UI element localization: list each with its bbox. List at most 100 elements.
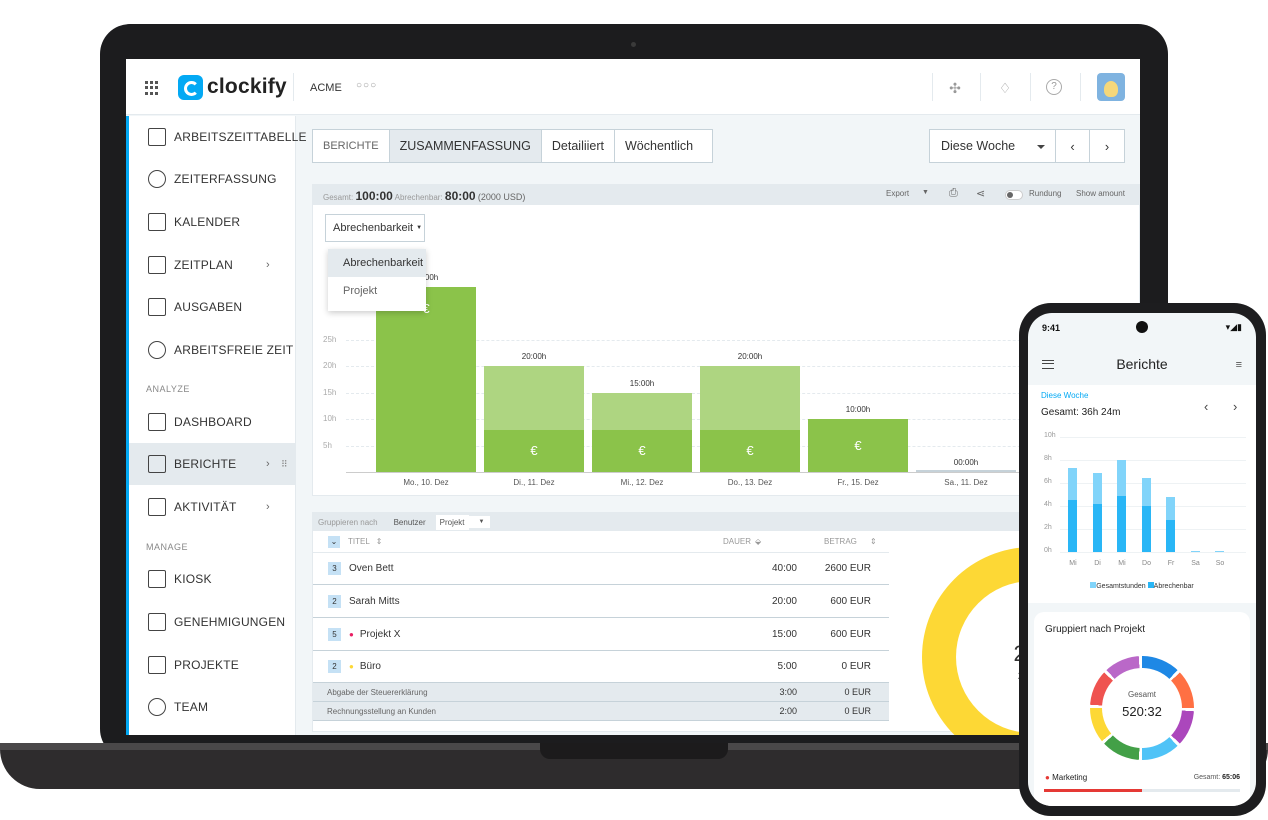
column-amount[interactable]: BETRAG	[824, 537, 857, 546]
avatar[interactable]	[1097, 73, 1125, 101]
calendar-icon	[148, 213, 166, 231]
tab-weekly[interactable]: Wöchentlich	[625, 139, 694, 153]
y-tick-label: 8h	[1044, 455, 1052, 462]
team-icon	[148, 698, 166, 716]
table-row[interactable]: 2 ● Büro 5:00 0 EUR	[313, 651, 889, 683]
print-icon[interactable]: ⎙	[949, 187, 958, 199]
prev-period-button[interactable]: ‹	[1204, 399, 1209, 414]
prev-week-button[interactable]: ‹	[1056, 130, 1090, 162]
legend-dot: ●	[1045, 773, 1050, 782]
bar-billable[interactable]	[1166, 519, 1175, 552]
table-row[interactable]: 5 ● Projekt X 15:00 600 EUR	[313, 618, 889, 651]
group-by-project[interactable]: Projekt	[435, 514, 469, 530]
filter-icon[interactable]: ≡	[1235, 359, 1242, 371]
bar-billable[interactable]	[376, 286, 476, 472]
chevron-down-icon[interactable]: ▼	[468, 516, 491, 528]
column-duration[interactable]: DAUER	[723, 537, 752, 546]
table-row[interactable]: 3 Oven Bett 40:00 2600 EUR	[313, 553, 889, 585]
tab-reports[interactable]: BERICHTE	[313, 130, 390, 162]
row-count-badge[interactable]: 2	[328, 594, 341, 608]
sidebar-item-reports[interactable]: BERICHTE › ⠿	[129, 443, 296, 485]
show-amount-toggle[interactable]: Show amount	[1076, 189, 1125, 198]
sidebar-item-activity[interactable]: AKTIVITÄT ›	[129, 486, 296, 528]
table-row[interactable]: 2 Sarah Mitts 20:00 600 EUR	[313, 585, 889, 618]
apps-grid-icon[interactable]	[145, 81, 159, 95]
x-tick-label: Mi., 12. Dez	[620, 478, 664, 487]
bar-non-billable[interactable]	[484, 366, 584, 430]
y-tick-label: 20h	[323, 361, 337, 370]
chevron-right-icon[interactable]: ›	[266, 501, 270, 513]
help-icon[interactable]: ?	[1046, 79, 1062, 95]
sidebar-item-time-tracker[interactable]: ZEITERFASSUNG	[129, 158, 296, 200]
sidebar-item-projects[interactable]: PROJEKTE	[129, 644, 296, 686]
sidebar-item-dashboard[interactable]: DASHBOARD	[129, 401, 296, 443]
bar-total[interactable]	[1190, 550, 1200, 552]
bar-billable[interactable]	[484, 429, 584, 472]
legend-item[interactable]: ● Marketing	[1045, 773, 1087, 782]
row-count-badge[interactable]: 3	[328, 562, 341, 575]
date-range-select[interactable]: Diese Woche	[930, 130, 1056, 162]
bar-billable[interactable]	[592, 429, 692, 472]
bar-billable[interactable]	[808, 419, 908, 472]
projects-icon	[148, 656, 166, 674]
sidebar-item-time-off[interactable]: ARBEITSFREIE ZEIT	[129, 329, 296, 371]
tab-summary[interactable]: ZUSAMMENFASSUNG	[389, 130, 542, 162]
puzzle-icon[interactable]: ✣	[949, 80, 961, 96]
bar-billable[interactable]	[1068, 500, 1077, 552]
bar-total[interactable]	[1215, 550, 1224, 552]
next-period-button[interactable]: ›	[1233, 399, 1238, 414]
bar-billable[interactable]	[1092, 503, 1102, 552]
group-by-dropdown[interactable]: Abrechenbarkeit ▼	[325, 214, 425, 242]
row-count-badge[interactable]: 2	[328, 660, 341, 673]
bar-non-billable[interactable]	[700, 366, 800, 430]
y-tick-label: 15h	[323, 387, 337, 397]
bar-billable[interactable]	[700, 429, 800, 472]
table-subrow[interactable]: Abgabe der Steuererklärung 3:00 0 EUR	[313, 683, 889, 702]
chevron-right-icon[interactable]: ›	[266, 458, 270, 470]
sidebar-item-calendar[interactable]: KALENDER	[129, 201, 296, 243]
column-title[interactable]: TITEL	[348, 537, 370, 546]
chevron-down-icon: ▼	[416, 225, 423, 231]
sidebar-item-label: KIOSK	[174, 572, 212, 586]
menu-icon[interactable]	[1042, 360, 1054, 369]
amount-value: (2000 USD)	[477, 192, 526, 202]
sidebar-item-team[interactable]: TEAM	[129, 686, 296, 728]
bar-non-billable[interactable]	[592, 392, 692, 430]
x-tick-label: Fr., 15. Dez	[837, 478, 879, 487]
next-week-button[interactable]: ›	[1104, 138, 1110, 154]
expand-all-icon[interactable]: ⌄	[328, 535, 340, 548]
sidebar-item-kiosk[interactable]: KIOSK	[129, 558, 296, 600]
progress-fill	[1044, 789, 1142, 792]
tab-detailed[interactable]: Detailiiert	[542, 130, 615, 162]
sort-desc-icon[interactable]: ⬙	[755, 537, 762, 546]
group-by-user[interactable]: Benutzer	[393, 517, 426, 527]
period-label[interactable]: Diese Woche	[1041, 391, 1089, 400]
dropdown-option-project[interactable]: Projekt	[343, 285, 378, 297]
sidebar-item-schedule[interactable]: ZEITPLAN ›	[129, 244, 296, 286]
app-logo[interactable]: clockify	[207, 75, 287, 98]
y-tick-label: 10h	[323, 414, 337, 423]
bar-billable[interactable]	[1141, 506, 1151, 552]
legend-total-label: Gesamt:	[1193, 774, 1221, 781]
sidebar-item-expenses[interactable]: AUSGABEN	[129, 286, 296, 328]
export-dropdown-icon[interactable]: ▼	[922, 189, 929, 196]
bar-empty[interactable]	[916, 470, 1016, 472]
workspace-menu-icon[interactable]: ○○○	[356, 80, 378, 91]
row-count-badge[interactable]: 5	[328, 627, 341, 641]
sidebar-item-approvals[interactable]: GENEHMIGUNGEN	[129, 601, 296, 643]
sort-icon[interactable]: ⇕	[375, 537, 383, 546]
bell-icon[interactable]: ♢	[998, 80, 1012, 96]
rounding-toggle[interactable]	[1005, 190, 1023, 200]
sidebar-item-timesheet[interactable]: ARBEITSZEITTABELLE	[129, 116, 307, 158]
sort-icon[interactable]: ⇕	[870, 537, 877, 546]
export-button[interactable]: Export	[886, 189, 910, 198]
workspace-name[interactable]: ACME	[310, 82, 342, 94]
dropdown-option-billability[interactable]: Abrechenbarkeit	[328, 249, 426, 277]
chevron-right-icon[interactable]: ›	[266, 259, 270, 271]
share-icon[interactable]: ⋖	[976, 188, 986, 200]
bar-billable[interactable]	[1117, 495, 1126, 552]
phone-donut-center: Gesamt 520:32	[1102, 668, 1182, 748]
table-subrow[interactable]: Rechnungsstellung an Kunden 2:00 0 EUR	[313, 702, 889, 721]
drag-handle-icon[interactable]: ⠿	[281, 458, 288, 469]
row-amount: 0 EUR	[841, 661, 871, 672]
